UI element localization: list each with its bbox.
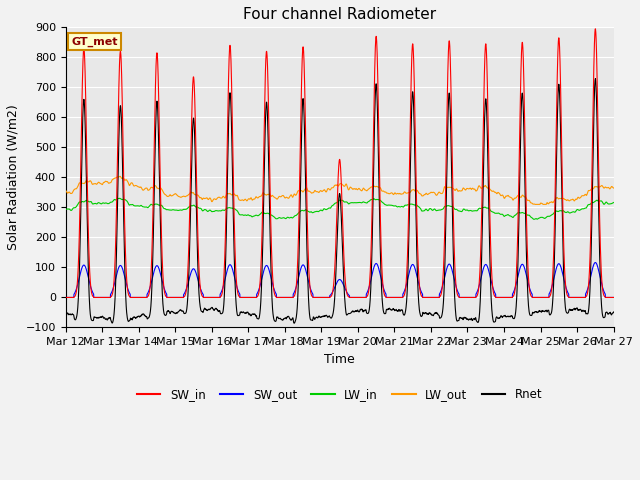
- Text: GT_met: GT_met: [71, 36, 118, 47]
- Y-axis label: Solar Radiation (W/m2): Solar Radiation (W/m2): [7, 105, 20, 250]
- Title: Four channel Radiometer: Four channel Radiometer: [243, 7, 436, 22]
- Legend: SW_in, SW_out, LW_in, LW_out, Rnet: SW_in, SW_out, LW_in, LW_out, Rnet: [132, 383, 547, 406]
- X-axis label: Time: Time: [324, 353, 355, 366]
